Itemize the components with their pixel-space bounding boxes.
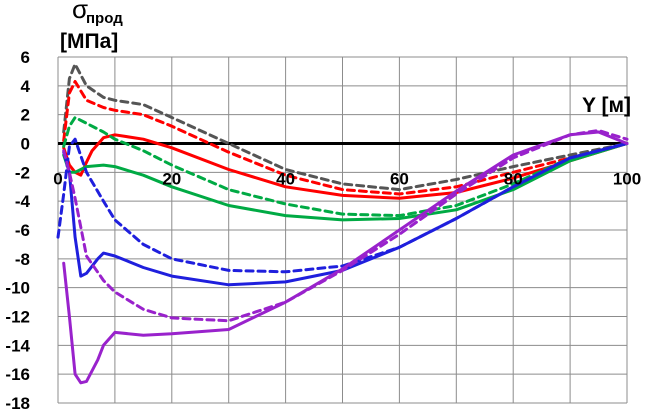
series-line-8	[62, 129, 629, 323]
y-tick-label: 2	[21, 106, 30, 125]
y-tick-label: 6	[21, 48, 30, 67]
y-tick-label: -12	[5, 308, 30, 327]
y-tick-label: -2	[15, 163, 30, 182]
x-tick-label: 100	[613, 170, 641, 189]
y-tick-label: -18	[5, 394, 30, 413]
y-tick-label: -14	[5, 336, 30, 355]
y-tick-label: -10	[5, 279, 30, 298]
series-line-4	[62, 116, 629, 218]
y-tick-label: -16	[5, 365, 30, 384]
series-line-1	[62, 62, 629, 192]
y-tick-label: 4	[21, 77, 31, 96]
y-axis-title-symbol: σ	[72, 0, 89, 24]
series-line-7	[62, 142, 629, 287]
x-tick-label: 20	[162, 170, 181, 189]
series-line-5	[62, 142, 629, 222]
x-tick-label: 0	[53, 170, 62, 189]
y-tick-label: 0	[21, 135, 30, 154]
series-line-9	[62, 130, 629, 385]
x-tick-label: 40	[276, 170, 295, 189]
y-axis-title-subscript: прод	[86, 10, 123, 27]
series-line-3	[62, 133, 629, 200]
y-tick-label: -6	[15, 221, 30, 240]
series-line-2	[62, 80, 629, 196]
y-tick-label: -4	[15, 192, 31, 211]
x-tick-label: 60	[390, 170, 409, 189]
x-axis-title: Y [м]	[582, 94, 631, 117]
y-tick-label: -8	[15, 250, 30, 269]
x-tick-label: 80	[504, 170, 523, 189]
y-axis-title-unit: [МПа]	[60, 30, 119, 53]
